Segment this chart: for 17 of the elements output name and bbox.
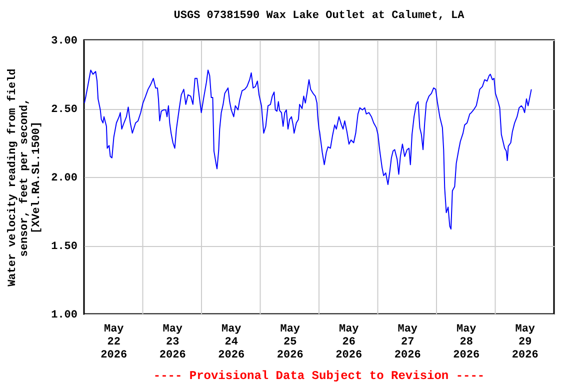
- y-tick-label: 1.50: [51, 241, 78, 253]
- x-tick-label: May 24 2026: [218, 324, 245, 362]
- x-tick-label: May 25 2026: [276, 324, 304, 362]
- x-tick-label: May 22 2026: [100, 324, 128, 362]
- chart-title: USGS 07381590 Wax Lake Outlet at Calumet, LA: [174, 10, 465, 22]
- x-tick-label: May 23 2026: [159, 324, 186, 362]
- y-axis-title: Water velocity reading from field sensor, feet per second, [XVel.RA.SL.1500]: [6, 68, 44, 286]
- x-tick-label: May 27 2026: [394, 324, 421, 362]
- y-tick-label: 3.00: [51, 36, 78, 48]
- x-tick-label: May 28 2026: [453, 324, 480, 362]
- x-tick-label: May 29 2026: [512, 324, 538, 362]
- y-tick-label: 2.00: [51, 172, 78, 184]
- x-tick-label: May 26 2026: [336, 324, 362, 362]
- y-tick-label: 1.00: [51, 310, 78, 322]
- y-tick-label: 2.50: [51, 104, 78, 116]
- text: ---- Provisional Data Subject to Revision ----: [153, 369, 485, 383]
- line-series: [84, 70, 532, 230]
